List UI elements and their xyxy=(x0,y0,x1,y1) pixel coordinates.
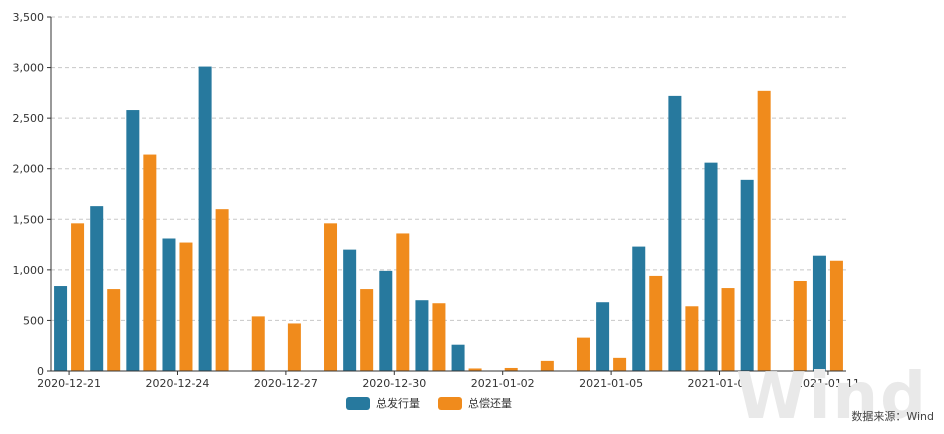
bars xyxy=(54,66,843,372)
x-tick-label: 2021-01-08 xyxy=(688,377,752,390)
y-tick-label: 1,500 xyxy=(13,213,45,226)
bar-repayment[interactable] xyxy=(324,223,338,371)
legend: 总发行量 总偿还量 xyxy=(346,395,512,411)
x-axis-ticks: 2020-12-21 2020-12-24 2020-12-27 2020-12-30… xyxy=(37,371,860,390)
bar-repayment[interactable] xyxy=(432,303,446,371)
bar-repayment[interactable] xyxy=(613,357,627,371)
bar-issuance[interactable] xyxy=(668,95,682,372)
bar-issuance[interactable] xyxy=(379,270,393,371)
bar-issuance[interactable] xyxy=(596,302,610,371)
y-tick-label: 500 xyxy=(23,314,44,327)
bar-repayment[interactable] xyxy=(793,280,807,371)
y-tick-label: 1,000 xyxy=(13,264,45,277)
bar-repayment[interactable] xyxy=(143,154,157,371)
watermark: Wind xyxy=(736,360,928,434)
bar-issuance[interactable] xyxy=(54,286,68,371)
x-tick-label: 2021-01-02 xyxy=(471,377,535,390)
legend-item-repayment[interactable]: 总偿还量 xyxy=(438,395,512,411)
bar-issuance[interactable] xyxy=(198,66,212,371)
bar-repayment[interactable] xyxy=(721,288,735,371)
legend-label-issuance: 总发行量 xyxy=(376,397,420,410)
legend-swatch-issuance xyxy=(346,396,370,410)
x-tick-label: 2020-12-21 xyxy=(37,377,101,390)
legend-item-issuance[interactable]: 总发行量 xyxy=(346,395,420,411)
bar-issuance[interactable] xyxy=(162,238,176,371)
bar-issuance[interactable] xyxy=(343,249,357,371)
bar-repayment[interactable] xyxy=(576,337,590,371)
bar-repayment[interactable] xyxy=(71,223,85,371)
bar-repayment[interactable] xyxy=(504,367,518,371)
x-tick-label: 2020-12-24 xyxy=(146,377,210,390)
bar-repayment[interactable] xyxy=(685,306,699,371)
y-tick-label: 2,000 xyxy=(13,163,45,176)
bar-repayment[interactable] xyxy=(540,360,554,371)
y-tick-label: 0 xyxy=(37,365,44,378)
bar-repayment[interactable] xyxy=(757,90,771,371)
legend-label-repayment: 总偿还量 xyxy=(468,397,512,410)
bar-issuance[interactable] xyxy=(740,179,754,371)
x-tick-label: 2020-12-27 xyxy=(254,377,318,390)
y-tick-label: 2,500 xyxy=(13,112,45,125)
bar-repayment[interactable] xyxy=(360,289,374,371)
bar-repayment[interactable] xyxy=(829,260,843,371)
y-axis-ticks: 0 500 1,000 1,500 2,000 2,500 3,000 3,500 xyxy=(13,11,51,378)
bar-issuance[interactable] xyxy=(451,344,465,371)
y-tick-label: 3,000 xyxy=(13,62,45,75)
bar-repayment[interactable] xyxy=(287,323,301,371)
bar-repayment[interactable] xyxy=(251,316,265,371)
bar-issuance[interactable] xyxy=(704,162,718,371)
x-tick-label: 2021-01-11 xyxy=(796,377,860,390)
data-source-note: 数据来源：Wind xyxy=(851,410,934,423)
bar-repayment[interactable] xyxy=(179,242,193,371)
bar-issuance[interactable] xyxy=(415,300,429,371)
bar-repayment[interactable] xyxy=(107,289,121,371)
bar-issuance[interactable] xyxy=(126,110,140,372)
bar-issuance[interactable] xyxy=(632,246,646,371)
y-tick-label: 3,500 xyxy=(13,11,45,24)
x-tick-label: 2021-01-05 xyxy=(579,377,643,390)
bar-repayment[interactable] xyxy=(215,209,229,371)
x-tick-label: 2020-12-30 xyxy=(362,377,426,390)
bar-repayment[interactable] xyxy=(649,275,663,371)
bar-repayment[interactable] xyxy=(396,233,410,371)
legend-swatch-repayment xyxy=(438,396,462,410)
bar-repayment[interactable] xyxy=(468,368,482,371)
bar-issuance[interactable] xyxy=(812,255,826,371)
bar-issuance[interactable] xyxy=(90,206,104,371)
